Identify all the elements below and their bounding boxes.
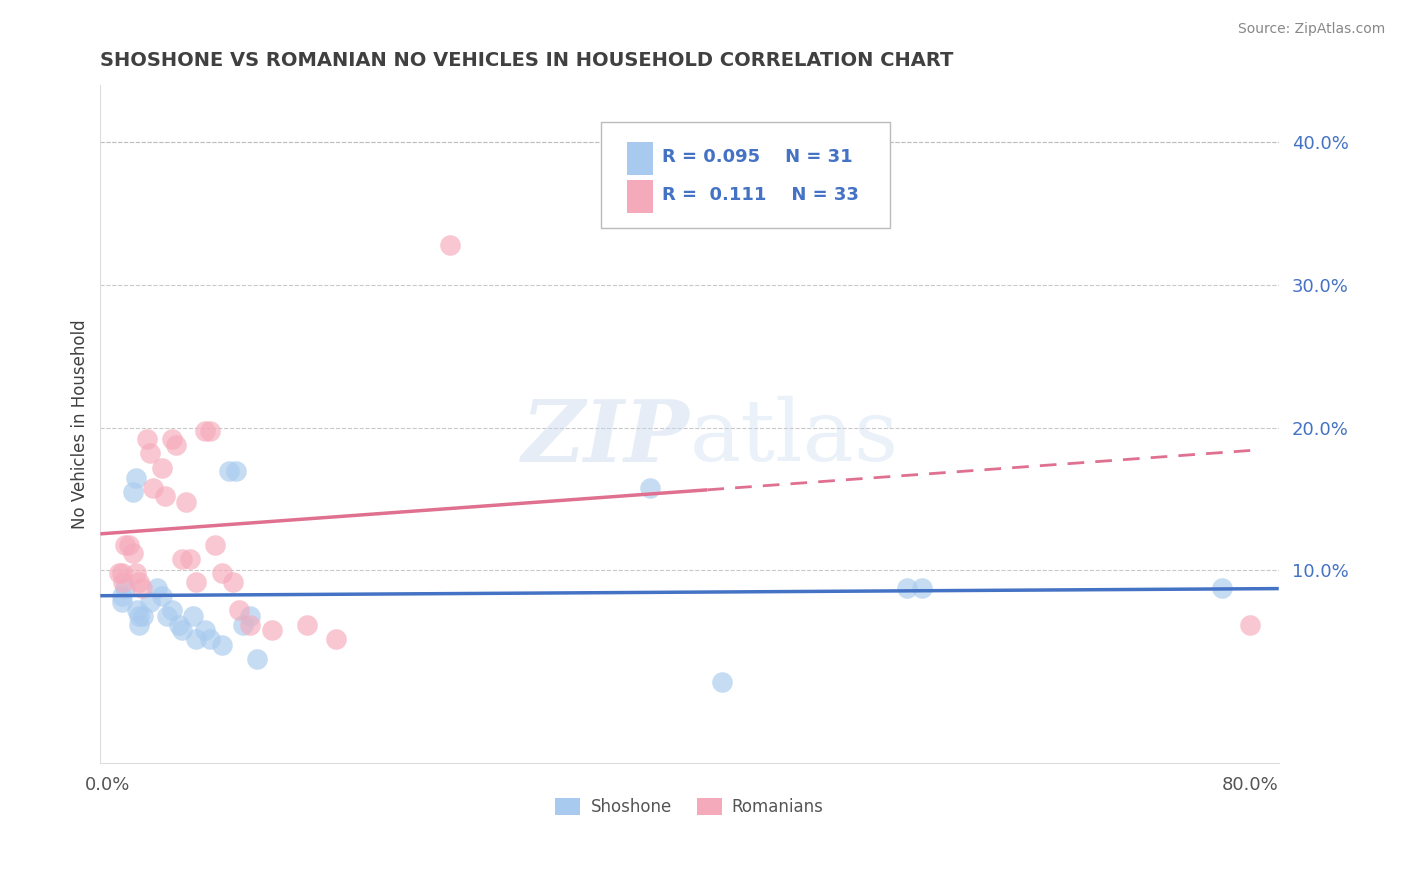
Point bbox=[297, 617, 319, 632]
Bar bbox=[627, 180, 652, 212]
Point bbox=[211, 566, 233, 581]
Point bbox=[696, 170, 718, 185]
Point bbox=[200, 424, 222, 438]
Point bbox=[1239, 617, 1261, 632]
Bar bbox=[627, 142, 652, 175]
Point bbox=[184, 632, 207, 646]
Point bbox=[131, 581, 153, 595]
Point bbox=[165, 438, 187, 452]
Point bbox=[896, 581, 918, 595]
Point bbox=[128, 574, 150, 589]
Point bbox=[136, 432, 159, 446]
Point bbox=[239, 609, 262, 624]
Point bbox=[239, 617, 262, 632]
Point bbox=[260, 624, 283, 638]
Point bbox=[150, 460, 173, 475]
Point bbox=[179, 552, 201, 566]
Point bbox=[170, 552, 193, 566]
Point bbox=[167, 617, 190, 632]
Point bbox=[228, 603, 250, 617]
Point bbox=[125, 566, 148, 581]
Point bbox=[246, 652, 269, 666]
Point bbox=[139, 595, 162, 609]
Point bbox=[222, 574, 245, 589]
Point bbox=[174, 495, 197, 509]
Text: atlas: atlas bbox=[689, 396, 898, 479]
Point bbox=[122, 546, 145, 560]
Point bbox=[170, 624, 193, 638]
Point bbox=[200, 632, 222, 646]
Point bbox=[114, 581, 136, 595]
Point bbox=[111, 589, 134, 603]
Point bbox=[111, 595, 134, 609]
Text: Source: ZipAtlas.com: Source: ZipAtlas.com bbox=[1237, 22, 1385, 37]
Point bbox=[114, 538, 136, 552]
Point bbox=[194, 424, 217, 438]
Point bbox=[142, 481, 165, 495]
Point bbox=[439, 238, 461, 252]
Point bbox=[150, 589, 173, 603]
Point bbox=[184, 574, 207, 589]
Point bbox=[139, 446, 162, 460]
Point bbox=[125, 470, 148, 484]
Point bbox=[160, 603, 183, 617]
Point bbox=[108, 566, 131, 581]
Point bbox=[204, 538, 226, 552]
Point bbox=[128, 609, 150, 624]
Point bbox=[127, 603, 149, 617]
Point bbox=[1211, 581, 1233, 595]
Point bbox=[122, 484, 145, 499]
Point bbox=[181, 609, 204, 624]
Text: R = 0.095    N = 31: R = 0.095 N = 31 bbox=[662, 148, 853, 166]
Point bbox=[160, 432, 183, 446]
Point bbox=[194, 624, 217, 638]
Legend: Shoshone, Romanians: Shoshone, Romanians bbox=[548, 791, 831, 822]
Point bbox=[638, 481, 661, 495]
Point bbox=[128, 617, 150, 632]
Point bbox=[911, 581, 934, 595]
Point bbox=[156, 609, 179, 624]
Point bbox=[111, 566, 134, 581]
Point bbox=[232, 617, 254, 632]
Point bbox=[146, 581, 169, 595]
Y-axis label: No Vehicles in Household: No Vehicles in Household bbox=[72, 319, 89, 529]
Point bbox=[153, 489, 176, 503]
Text: ZIP: ZIP bbox=[522, 396, 689, 479]
Point bbox=[710, 674, 733, 689]
Text: SHOSHONE VS ROMANIAN NO VEHICLES IN HOUSEHOLD CORRELATION CHART: SHOSHONE VS ROMANIAN NO VEHICLES IN HOUS… bbox=[100, 51, 953, 70]
FancyBboxPatch shape bbox=[602, 122, 890, 227]
Point bbox=[218, 463, 240, 477]
Text: R =  0.111    N = 33: R = 0.111 N = 33 bbox=[662, 186, 859, 204]
Point bbox=[325, 632, 347, 646]
Point bbox=[132, 609, 155, 624]
Point bbox=[118, 538, 141, 552]
Point bbox=[211, 638, 233, 652]
Point bbox=[225, 463, 247, 477]
Point bbox=[112, 574, 135, 589]
